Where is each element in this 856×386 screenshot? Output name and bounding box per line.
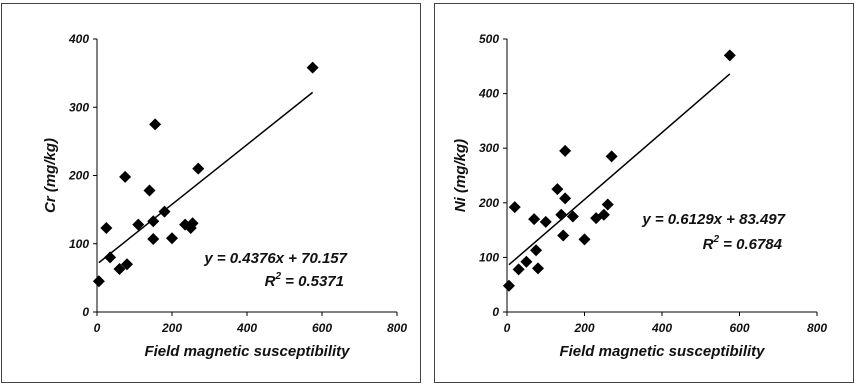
r-squared-label: R2 = 0.6784 — [703, 234, 783, 253]
r-squared-superscript: 2 — [274, 271, 281, 282]
data-point-marker — [306, 61, 319, 74]
data-point-marker — [605, 150, 618, 163]
y-axis-label: Cr (mg/kg) — [42, 138, 59, 213]
data-point-marker — [559, 192, 572, 205]
data-point-marker — [528, 213, 541, 226]
r-squared-label: R2 = 0.5371 — [265, 271, 344, 290]
data-point-marker — [578, 233, 591, 246]
data-point-marker — [597, 208, 610, 221]
data-point-marker — [551, 183, 564, 196]
r-squared-superscript: 2 — [712, 234, 719, 245]
y-tick-label: 100 — [479, 250, 499, 264]
chart-panel-ni: 0 100 200 300 400 500 0 200 400 600 800 Field magne… — [434, 3, 854, 383]
trendline — [98, 91, 314, 264]
r-squared-symbol: R — [703, 236, 714, 253]
data-point-marker — [121, 258, 133, 271]
data-point-marker — [113, 263, 126, 276]
data-point-marker — [539, 215, 552, 228]
r-squared-value: = 0.6784 — [719, 236, 783, 253]
x-tick-label: 0 — [504, 321, 511, 335]
trendline — [508, 73, 731, 266]
y-tick-label: 100 — [69, 237, 89, 251]
data-point-marker — [147, 232, 160, 245]
data-point-marker — [601, 198, 614, 211]
y-tick-label: 0 — [492, 305, 499, 319]
data-point-marker — [100, 222, 113, 235]
data-point-marker — [149, 118, 162, 131]
data-point-marker — [555, 208, 568, 221]
data-point-marker — [166, 232, 178, 245]
y-tick-label: 200 — [478, 196, 499, 210]
data-point-marker — [132, 218, 145, 231]
y-tick-label: 400 — [68, 32, 89, 46]
r-squared-value: = 0.5371 — [281, 273, 344, 290]
x-tick-label: 400 — [651, 321, 672, 335]
data-point-marker — [532, 262, 544, 275]
data-point-marker — [559, 144, 572, 157]
data-point-marker — [566, 210, 579, 223]
y-tick-label: 400 — [478, 87, 499, 101]
x-tick-label: 600 — [312, 321, 332, 335]
r-squared-symbol: R — [265, 273, 276, 290]
x-tick-label: 200 — [573, 321, 594, 335]
regression-equation: y = 0.6129x + 83.497 — [641, 211, 785, 228]
y-tick-label: 200 — [68, 169, 89, 183]
data-point-marker — [508, 201, 521, 214]
data-point-marker — [520, 255, 533, 268]
x-tick-label: 800 — [387, 321, 407, 335]
data-point-marker — [119, 170, 132, 183]
data-point-marker — [512, 263, 525, 276]
y-tick-label: 0 — [82, 305, 89, 319]
y-tick-label: 300 — [69, 100, 89, 114]
x-tick-label: 800 — [807, 321, 827, 335]
data-point-marker — [158, 205, 171, 218]
x-axis-label: Field magnetic susceptibility — [559, 343, 765, 360]
ni-scatter-chart: 0 100 200 300 400 500 0 200 400 600 800 Field magne… — [452, 32, 827, 360]
data-point-marker — [530, 244, 543, 257]
data-point-marker — [723, 49, 736, 62]
x-tick-label: 400 — [236, 321, 257, 335]
data-point-marker — [502, 279, 515, 292]
data-point-marker — [104, 251, 117, 264]
x-tick-label: 600 — [729, 321, 749, 335]
regression-equation: y = 0.4376x + 70.157 — [203, 250, 347, 267]
x-tick-label: 200 — [161, 321, 182, 335]
data-point-marker — [557, 229, 570, 242]
y-axis-label: Ni (mg/kg) — [452, 139, 469, 212]
x-axis-label: Field magnetic susceptibility — [144, 343, 350, 360]
chart-panel-cr: 0 100 200 300 400 0 200 400 600 800 Field magnetic… — [1, 3, 421, 383]
data-point-marker — [192, 162, 205, 175]
data-point-marker — [147, 215, 160, 228]
data-point-marker — [92, 275, 105, 288]
data-point-marker — [143, 184, 156, 197]
x-tick-label: 0 — [94, 321, 101, 335]
y-tick-label: 300 — [479, 141, 499, 155]
data-point-marker — [186, 217, 199, 230]
cr-scatter-chart: 0 100 200 300 400 0 200 400 600 800 Field magnetic… — [42, 32, 407, 360]
y-tick-label: 500 — [479, 32, 499, 46]
